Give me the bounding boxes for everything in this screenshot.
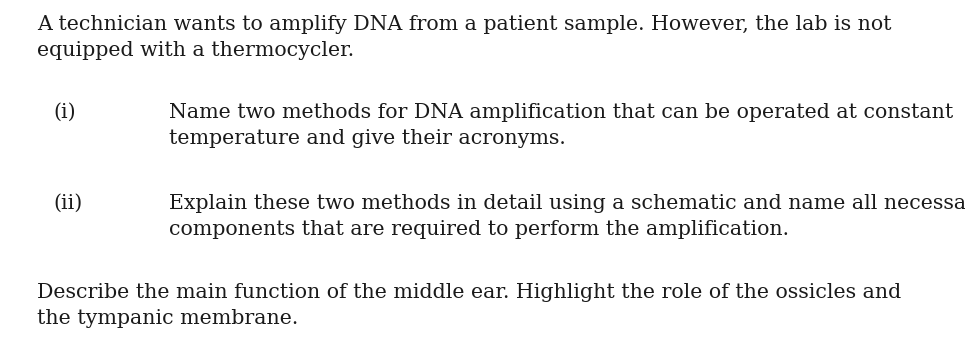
Text: Explain these two methods in detail using a schematic and name all necessary
com: Explain these two methods in detail usin…	[169, 194, 965, 238]
Text: (ii): (ii)	[53, 194, 82, 213]
Text: Describe the main function of the middle ear. Highlight the role of the ossicles: Describe the main function of the middle…	[37, 283, 901, 328]
Text: (i): (i)	[53, 103, 75, 122]
Text: A technician wants to amplify DNA from a patient sample. However, the lab is not: A technician wants to amplify DNA from a…	[37, 15, 891, 60]
Text: Name two methods for DNA amplification that can be operated at constant
temperat: Name two methods for DNA amplification t…	[169, 103, 953, 147]
